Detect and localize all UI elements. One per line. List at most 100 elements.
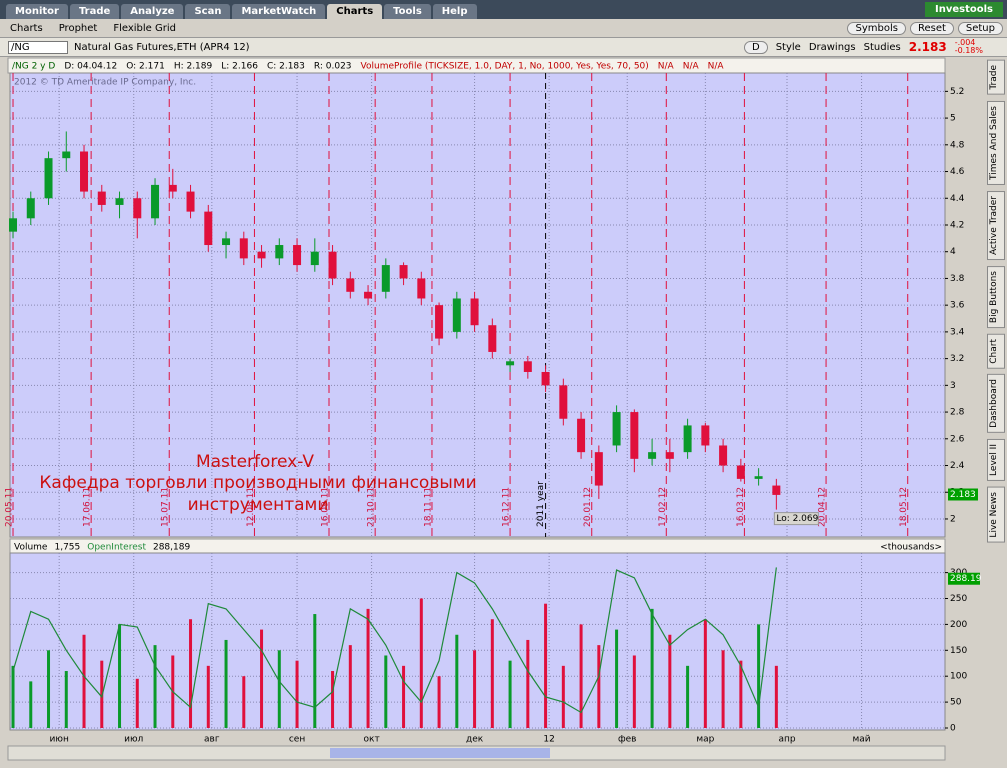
candle-body [381, 265, 390, 292]
marker-label: 16.09.11 [321, 487, 331, 527]
y-tick-label: 2.8 [950, 408, 965, 418]
volume-bar [118, 624, 122, 728]
candle-body [630, 412, 639, 459]
change-box: -.004 -0.18% [955, 39, 983, 55]
marker-label: 18.11.11 [423, 487, 433, 527]
tab[interactable]: Trade [69, 3, 120, 19]
candle-body [399, 265, 408, 279]
candle-body [435, 305, 444, 339]
candle-body [310, 251, 319, 266]
volume-bar [686, 665, 690, 728]
candle-body [133, 198, 142, 219]
candle-body [452, 298, 461, 332]
side-tab[interactable]: Times And Sales [987, 100, 1005, 185]
volume-bar [277, 650, 281, 728]
side-tabs: Trade Times And Sales Active Trader Big … [987, 60, 1005, 543]
side-tab[interactable]: Chart [987, 333, 1005, 369]
chart-tools: D Style Drawings Studies 2.183 -.004 -0.… [743, 39, 983, 55]
info-item: /NG 2 y D [12, 62, 55, 72]
y-tick-label: 2.6 [950, 434, 965, 444]
button[interactable]: Symbols [847, 21, 906, 35]
candle-body [364, 291, 373, 299]
watermark: Кафедра торговли производными финансовым… [39, 473, 476, 493]
y-tick-label: 4.2 [950, 220, 964, 230]
side-tab[interactable]: Live News [987, 487, 1005, 543]
watermark: инструментами [188, 495, 329, 515]
tool[interactable]: Drawings [808, 41, 856, 53]
y-tick-label: 5.2 [950, 87, 964, 97]
candle-body [665, 452, 674, 459]
candle-body [222, 238, 231, 246]
volume-bar [526, 639, 530, 728]
volume-info: 288,189 [153, 543, 190, 553]
candle-body [701, 425, 710, 446]
x-tick-label: июл [124, 735, 143, 745]
candle-body [772, 485, 781, 495]
low-label-box [773, 512, 819, 526]
unit-label: <thousands> [880, 543, 942, 553]
marker-label: 16.03.12 [736, 487, 746, 527]
side-tab[interactable]: Dashboard [987, 374, 1005, 434]
chart: 2012 © TD Ameritrade IP Company, Inc. /N… [5, 57, 982, 761]
volume-bar [757, 624, 761, 728]
candle-body [648, 452, 657, 459]
tab[interactable]: Tools [384, 3, 431, 19]
tab[interactable]: Scan [185, 3, 231, 19]
info-item: N/A [683, 62, 700, 72]
button[interactable]: Reset [909, 21, 954, 35]
y-tick-label: 200 [950, 620, 967, 630]
symbol-input[interactable]: /NG [8, 40, 68, 54]
oi-last-box [948, 572, 980, 585]
side-tab[interactable]: Level II [987, 439, 1005, 482]
info-item: C: 2.183 [267, 62, 305, 72]
volume-info: Volume [14, 543, 48, 553]
marker-label: 20.01.12 [583, 487, 593, 527]
brand-button[interactable]: Investools [925, 2, 1003, 17]
info-item: O: 2.171 [126, 62, 165, 72]
tab[interactable]: Help [432, 3, 477, 19]
y-tick-label: 3.2 [950, 354, 964, 364]
marker-label: 12.08.11 [246, 487, 256, 527]
candle-body [9, 218, 18, 232]
button-group: Symbols Reset Setup [847, 21, 1003, 35]
toolbar-item[interactable]: Prophet [58, 22, 98, 34]
volume-bar [153, 645, 157, 728]
volume-bar [632, 655, 636, 728]
side-tab[interactable]: Trade [987, 60, 1005, 95]
y-tick-label: 100 [950, 672, 967, 682]
period-button[interactable]: D [743, 40, 768, 54]
volume-bar [206, 665, 210, 728]
candle-body [346, 278, 355, 292]
candle-body [257, 251, 266, 259]
candle-body [523, 361, 532, 372]
volume-bar [668, 634, 672, 728]
tool[interactable]: Studies [863, 41, 901, 53]
tab[interactable]: Monitor [6, 3, 68, 19]
tab[interactable]: Analyze [121, 3, 184, 19]
tool[interactable]: Style [775, 41, 801, 53]
side-tab[interactable]: Active Trader [987, 190, 1005, 260]
candle-body [62, 151, 71, 159]
watermark: Masterforex-V [196, 452, 314, 472]
scroll-thumb[interactable] [330, 748, 550, 758]
candle-body [417, 278, 426, 299]
x-tick-label: дек [466, 735, 484, 745]
toolbar-item[interactable]: Charts [10, 22, 43, 34]
candle-body [541, 371, 550, 386]
toolbar-item[interactable]: Flexible Grid [113, 22, 176, 34]
button[interactable]: Setup [957, 21, 1003, 35]
tab[interactable]: Charts [327, 3, 383, 19]
volume-bar [579, 624, 583, 728]
volume-bar [455, 634, 459, 728]
volume-bar [82, 634, 86, 728]
candle-body [488, 325, 497, 352]
y-tick-label: 4 [950, 247, 956, 257]
volume-bar [64, 671, 68, 728]
y-tick-label: 4.4 [950, 194, 965, 204]
side-tab[interactable]: Big Buttons [987, 265, 1005, 328]
change-pct: -0.18% [954, 46, 983, 55]
y-tick-label: 3 [950, 381, 956, 391]
tab[interactable]: MarketWatch [232, 3, 326, 19]
x-tick-label: апр [778, 735, 795, 745]
last-price-box [948, 488, 978, 501]
